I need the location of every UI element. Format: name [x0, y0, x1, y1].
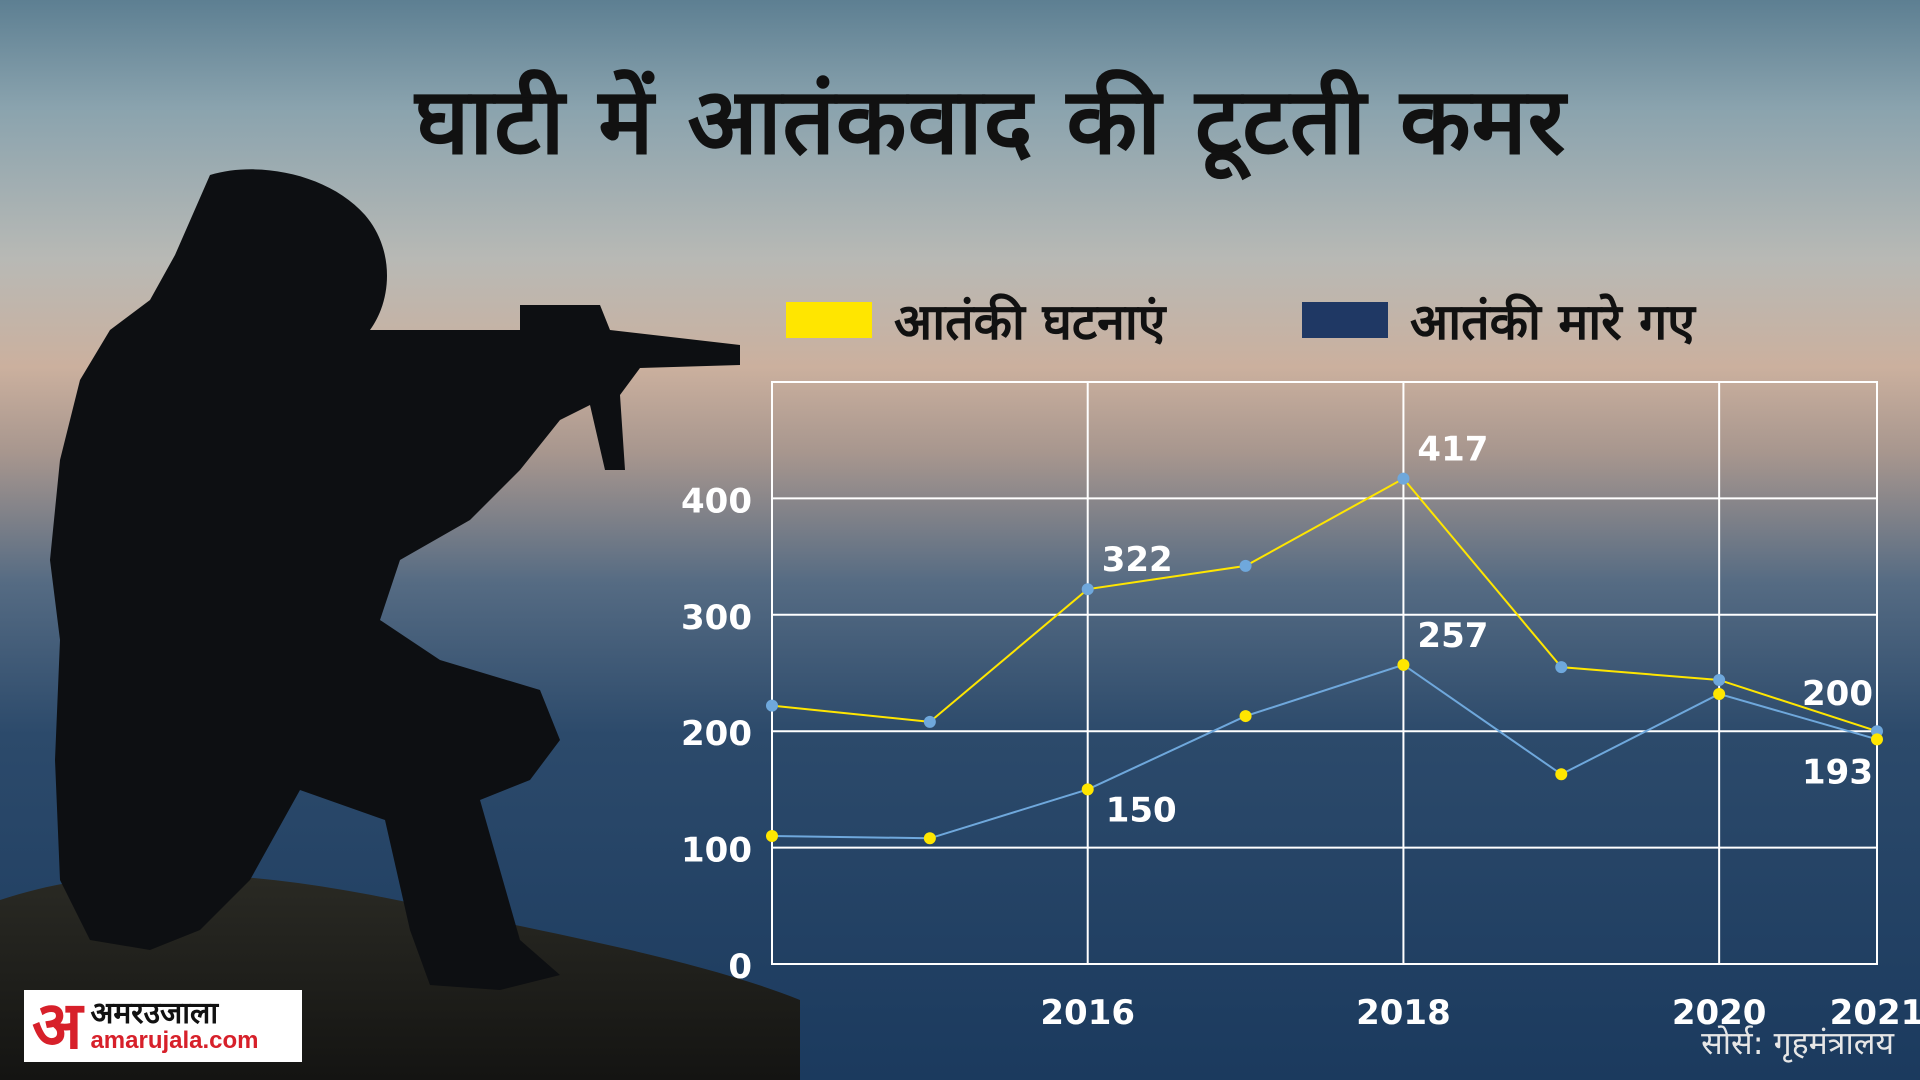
y-tick-label: 400 [681, 481, 752, 521]
legend-swatch-killed [1302, 302, 1388, 338]
data-point [1397, 658, 1410, 671]
data-label: 150 [1106, 790, 1177, 830]
logo-mark: अ [32, 987, 83, 1064]
chart-title: घाटी में आतंकवाद की टूटती कमर [415, 68, 1567, 175]
x-tick-label: 2018 [1356, 993, 1451, 1033]
data-label: 200 [1802, 674, 1873, 714]
amarujala-logo: अ अमरउजाला amarujala.com [24, 990, 302, 1062]
legend-item-incidents: आतंकी घटनाएं [786, 290, 1165, 351]
data-point [923, 832, 936, 845]
data-label: 257 [1417, 616, 1488, 656]
logo-text: अमरउजाला amarujala.com [90, 999, 258, 1053]
legend-item-killed: आतंकी मारे गए [1302, 290, 1695, 351]
data-point [1555, 661, 1568, 674]
x-tick-label: 2021 [1830, 993, 1920, 1033]
logo-name: अमरउजाला [90, 996, 219, 1031]
y-tick-label: 200 [681, 714, 752, 754]
data-label: 417 [1417, 430, 1488, 470]
data-label: 193 [1802, 752, 1873, 792]
source-note: सोर्स: गृहमंत्रालय [1701, 1024, 1894, 1062]
data-point [1397, 472, 1410, 485]
data-point [1081, 783, 1094, 796]
data-point [766, 699, 778, 712]
x-tick-label: 2016 [1040, 993, 1135, 1033]
data-point [923, 715, 936, 728]
data-point [1555, 768, 1568, 781]
series-line-0 [771, 477, 1878, 733]
data-point [1713, 673, 1726, 686]
plot-frame [771, 381, 1878, 965]
y-tick-label: 300 [681, 598, 752, 638]
data-point [1239, 710, 1252, 723]
data-point [1713, 687, 1726, 700]
data-point [1239, 559, 1252, 572]
x-tick-label: 2020 [1672, 993, 1767, 1033]
logo-url: amarujala.com [90, 1027, 259, 1054]
data-point [1081, 583, 1094, 596]
legend-swatch-incidents [786, 302, 872, 338]
y-tick-label: 100 [681, 831, 752, 871]
legend-label-incidents: आतंकी घटनाएं [894, 293, 1166, 351]
data-label: 322 [1102, 540, 1173, 580]
legend-label-killed: आतंकी मारे गए [1410, 293, 1695, 351]
data-point [1871, 733, 1883, 746]
y-tick-label: 0 [728, 947, 752, 987]
series-line-1 [771, 663, 1878, 840]
data-point [766, 829, 778, 842]
